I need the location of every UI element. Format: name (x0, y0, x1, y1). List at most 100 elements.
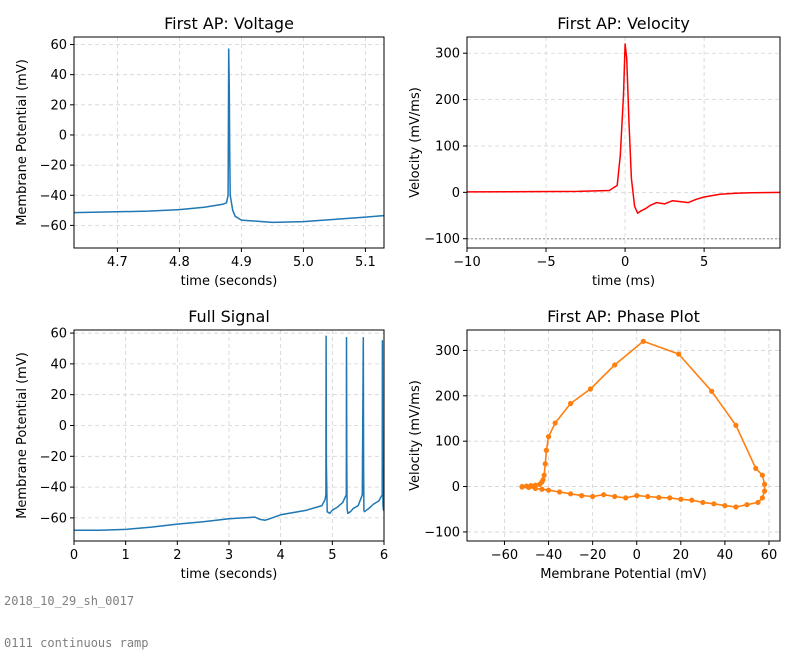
data-point (539, 486, 545, 492)
x-tick-label: 5.0 (293, 255, 314, 270)
data-point (722, 503, 728, 509)
data-point (567, 491, 574, 497)
data-point (612, 493, 618, 500)
chart-title: Full Signal (188, 307, 270, 326)
y-tick-label: 0 (452, 186, 460, 201)
x-tick-label: −40 (535, 548, 562, 563)
y-tick-label: 300 (435, 344, 460, 359)
footer-caption: 2018_10_29_sh_0017 0111 continuous ramp (4, 566, 149, 664)
data-point (526, 484, 532, 491)
y-axis-label: Velocity (mV/ms) (408, 87, 423, 198)
x-tick-label: 40 (717, 548, 734, 563)
data-point (689, 497, 695, 503)
x-tick-label: 5.1 (355, 255, 376, 270)
y-tick-label: 200 (435, 389, 460, 404)
plot-area (519, 338, 768, 510)
data-point (656, 494, 662, 501)
y-tick-label: 40 (50, 68, 67, 83)
data-point (678, 496, 684, 502)
y-tick-label: 0 (59, 419, 67, 434)
data-point (640, 338, 646, 344)
y-tick-label: −40 (40, 481, 67, 496)
data-point (519, 484, 525, 490)
data-point (540, 477, 546, 483)
data-point (552, 420, 558, 426)
series-line (522, 340, 766, 508)
y-tick-label: 100 (435, 435, 460, 450)
footer-line-1: 2018_10_29_sh_0017 (4, 594, 135, 608)
y-tick-label: −20 (40, 450, 67, 465)
x-tick-label: −20 (579, 548, 606, 563)
data-point (744, 502, 750, 508)
y-tick-label: 20 (50, 98, 67, 113)
y-tick-label: −20 (40, 159, 67, 174)
x-axis-label: time (seconds) (181, 567, 278, 582)
chart-title: First AP: Phase Plot (547, 307, 700, 326)
data-point (612, 362, 618, 368)
series-line (74, 48, 384, 224)
data-point (623, 495, 629, 501)
data-point (667, 495, 673, 501)
data-point (556, 489, 563, 495)
x-tick-label: 20 (673, 548, 690, 563)
y-tick-label: −100 (424, 525, 460, 540)
data-point (733, 504, 739, 510)
y-axis-label: Membrane Potential (mV) (15, 352, 30, 519)
data-point (711, 501, 717, 507)
data-point (759, 472, 765, 478)
data-point (709, 388, 715, 394)
series-line (467, 43, 780, 214)
x-tick-label: 4.8 (169, 255, 190, 270)
grid (467, 330, 780, 541)
data-point (676, 351, 682, 357)
data-point (753, 465, 759, 471)
data-point (645, 493, 651, 500)
x-tick-label: 3 (225, 548, 233, 563)
x-tick-label: 4.9 (231, 255, 252, 270)
x-tick-label: −10 (453, 255, 480, 270)
chart-first-ap-velocity: −10 −5 0 5 −100 0 100 200 300 First AP: Velocity t… (408, 14, 781, 289)
x-tick-label: 5 (328, 548, 336, 563)
chart-first-ap-voltage: 4.7 4.8 4.9 5.0 5.1 −60 −40 −20 0 20 40 60 First AP:… (15, 14, 385, 289)
chart-title: First AP: Voltage (164, 14, 294, 33)
y-tick-label: 200 (435, 93, 460, 108)
grid (466, 37, 780, 248)
series-line (74, 335, 384, 531)
x-axis-label: time (seconds) (181, 274, 278, 289)
y-tick-label: 40 (50, 357, 67, 372)
axes-frame (466, 329, 781, 542)
x-tick-label: 1 (122, 548, 130, 563)
y-tick-label: 300 (435, 47, 460, 62)
y-tick-label: 0 (452, 480, 460, 495)
footer-line-2: 0111 continuous ramp (4, 636, 149, 650)
x-tick-label: 0 (621, 255, 629, 270)
y-tick-label: −100 (424, 232, 460, 247)
y-tick-label: 60 (50, 327, 67, 342)
y-tick-label: 60 (50, 38, 67, 53)
data-point (601, 492, 607, 498)
axes-frame (73, 36, 385, 249)
plot-area (467, 43, 780, 240)
data-point (590, 493, 596, 500)
data-point (541, 472, 547, 478)
chart-first-ap-phase-plot: −60 −40 −20 0 20 40 60 −100 0 100 200 300 First AP: … (408, 307, 781, 582)
x-axis-label: Membrane Potential (mV) (540, 567, 707, 582)
data-point (567, 400, 574, 407)
chart-title: First AP: Velocity (557, 14, 690, 33)
data-point (532, 485, 538, 491)
y-tick-label: −60 (40, 511, 67, 526)
data-point (545, 434, 552, 440)
data-point (755, 499, 761, 506)
y-tick-label: −40 (40, 189, 67, 204)
data-point (761, 488, 768, 494)
x-tick-label: 5 (700, 255, 708, 270)
x-tick-label: 4 (277, 548, 285, 563)
data-point (634, 493, 640, 499)
data-point (587, 386, 594, 392)
data-point (543, 447, 549, 453)
y-tick-label: 20 (50, 388, 67, 403)
x-tick-label: 4.7 (107, 255, 128, 270)
plot-area (74, 335, 384, 531)
y-axis-label: Velocity (mV/ms) (408, 380, 423, 491)
